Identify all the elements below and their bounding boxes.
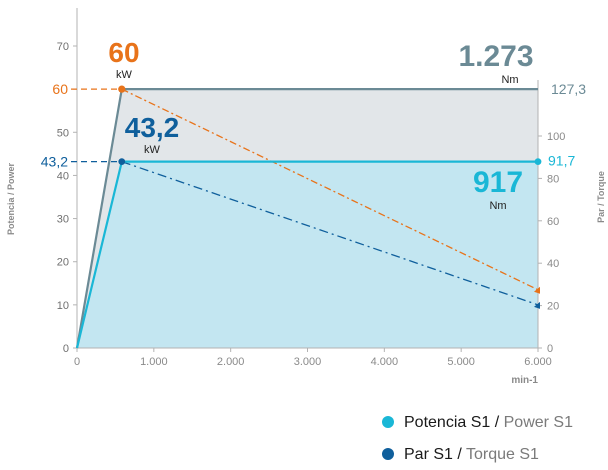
x-tick-label: 5.000 — [447, 356, 475, 368]
peak-torque-end-marker — [534, 286, 540, 294]
y-tick-label: 30 — [57, 214, 69, 226]
y2-tick-label: 40 — [547, 258, 559, 270]
peak-area-fill — [77, 89, 538, 349]
s1-torque-axis-label: 91,7 — [548, 153, 575, 169]
x-tick-label: 2.000 — [217, 356, 245, 368]
torque-s1-line — [121, 161, 539, 306]
s1-power-point — [118, 158, 126, 166]
y2-tick-label: 100 — [547, 131, 565, 143]
y-tick-label: 0 — [63, 343, 69, 355]
peak-power-value: 60 — [108, 37, 139, 68]
y2-tick-label: 80 — [547, 173, 559, 185]
peak-torque-axis-label: 127,3 — [551, 81, 586, 97]
legend-label-torque-s1-bold: Par S1 — [404, 446, 453, 463]
y-tick-label: 40 — [57, 170, 69, 182]
legend-label-torque-s1-light: Torque S1 — [465, 446, 539, 463]
y2-tick-label: 60 — [547, 216, 559, 228]
s1-power-axis-label: 43,2 — [41, 154, 68, 170]
torque-s1-end-marker — [534, 301, 540, 309]
y-axis-title: Potencia / Power — [6, 162, 16, 235]
y2-axis-title: Par / Torque — [596, 171, 606, 223]
y-tick-label: 10 — [57, 300, 69, 312]
y-tick-label: 70 — [57, 41, 69, 53]
s1-power-value: 43,2 — [125, 112, 180, 143]
peak-torque-unit: Nm — [501, 74, 518, 86]
x-tick-label: 4.000 — [371, 356, 399, 368]
peak-power-axis-label: 60 — [52, 81, 68, 97]
y2-tick-label: 20 — [547, 301, 559, 313]
x-axis-title: min-1 — [511, 375, 538, 386]
s1-torque-value: 917 — [473, 166, 523, 199]
x-tick-label: 1.000 — [140, 356, 168, 368]
legend-label-sep: / — [452, 446, 466, 463]
y-tick-label: 50 — [57, 127, 69, 139]
legend-label-sep: / — [490, 414, 504, 431]
s1-torque-end-point — [534, 158, 542, 166]
peak-torque-value: 1.273 — [458, 40, 533, 73]
legend-dot-torque-s1 — [382, 448, 394, 460]
legend-dot-power-s1 — [382, 416, 394, 428]
power-torque-chart: 0 10 20 30 40 50 70 0 1.000 2.000 3.000 4.000 5.000 6… — [6, 8, 606, 386]
x-tick-label: 6.000 — [524, 356, 552, 368]
y-tick-label: 20 — [57, 257, 69, 269]
peak-torque-line — [121, 88, 539, 291]
peak-power-unit: kW — [116, 69, 133, 81]
legend-item-torque-s1: Par S1 / Torque S1 — [382, 446, 539, 464]
peak-power-point — [118, 85, 126, 93]
x-tick-label: 0 — [74, 356, 80, 368]
y2-tick-label: 0 — [547, 343, 553, 355]
power-s1-area-fill — [77, 161, 538, 348]
s1-torque-unit: Nm — [489, 200, 506, 212]
x-tick-label: 3.000 — [294, 356, 322, 368]
legend-label-power-s1-bold: Potencia S1 — [404, 414, 491, 431]
s1-power-unit: kW — [144, 144, 161, 156]
legend-label-power-s1-light: Power S1 — [503, 414, 573, 431]
legend-item-power-s1: Potencia S1 / Power S1 — [382, 414, 573, 432]
